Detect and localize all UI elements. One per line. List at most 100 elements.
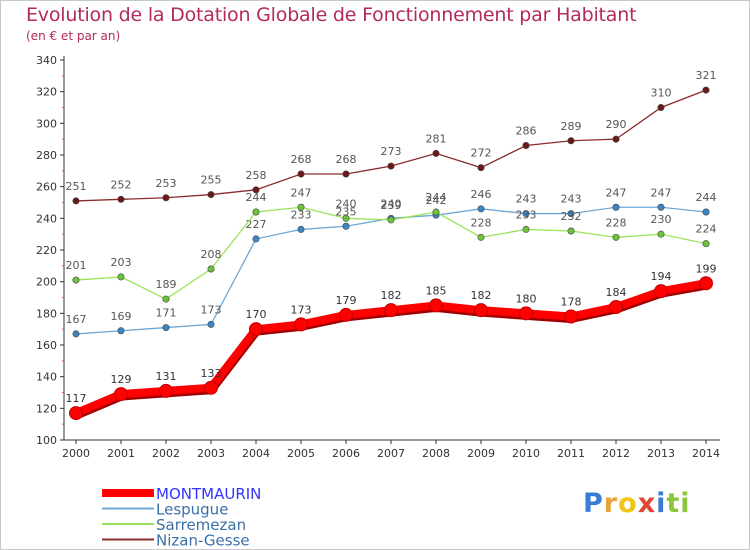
data-point [477,164,485,172]
proxiti-logo: Proxiti [583,488,691,519]
x-tick-label: 2011 [557,447,585,460]
data-label: 233 [291,208,312,221]
data-label: 321 [696,69,717,82]
data-point [654,284,668,299]
data-point [117,195,125,203]
data-label: 235 [336,205,357,218]
data-label: 247 [651,186,672,199]
data-label: 244 [696,191,717,204]
data-point [207,191,215,199]
data-point [522,225,530,233]
data-label: 182 [471,289,492,302]
logo-letter: i [656,488,667,519]
data-point [702,86,710,94]
data-label: 258 [246,169,267,182]
data-label: 240 [336,197,357,210]
legend-item: Lespugue [102,501,228,519]
data-point [162,295,170,303]
data-point [162,324,170,332]
y-tick-label: 200 [36,276,57,289]
legend-label: Sarremezan [156,516,246,534]
data-label: 228 [471,216,492,229]
series-nizan-gesse: 251 252 253 255 258 268 268 273 281 272 286 289 290 3… [66,69,717,205]
data-label: 201 [66,259,87,272]
data-label: 117 [66,392,87,405]
data-point [477,205,485,213]
data-point [72,276,80,284]
data-label: 286 [516,125,537,138]
data-label: 129 [111,373,132,386]
chart-title: Evolution de la Dotation Globale de Fonc… [26,4,637,26]
data-point [342,222,350,230]
data-label: 133 [201,367,222,380]
data-label: 227 [246,218,267,231]
data-label: 233 [516,208,537,221]
data-point [342,170,350,178]
data-point [567,210,575,218]
x-tick-label: 2010 [512,447,540,460]
y-tick-label: 160 [36,339,57,352]
legend-item: Sarremezan [102,516,246,534]
data-label: 247 [291,186,312,199]
data-point [702,208,710,216]
data-point [387,216,395,224]
data-label: 242 [426,194,447,207]
data-label: 228 [606,216,627,229]
data-point [519,306,533,321]
data-label: 246 [471,188,492,201]
data-point [72,330,80,338]
data-label: 189 [156,278,177,291]
data-label: 244 [246,191,267,204]
data-label: 268 [336,153,357,166]
x-tick-label: 2004 [242,447,270,460]
data-label: 290 [606,118,627,131]
data-point [429,298,443,313]
data-point [207,320,215,328]
data-label: 171 [156,307,177,320]
data-label: 179 [336,294,357,307]
logo-letter: t [666,488,681,519]
legend-label: Nizan-Gesse [156,532,250,550]
data-point [339,307,353,322]
data-label: 230 [651,213,672,226]
x-tick-label: 2008 [422,447,450,460]
data-label: 185 [426,284,447,297]
data-label: 182 [381,289,402,302]
data-point [609,300,623,314]
data-point [162,194,170,202]
data-label: 253 [156,177,177,190]
data-point [522,142,530,150]
data-label: 255 [201,174,222,187]
data-point [612,233,620,241]
data-point [702,240,710,248]
legend-label: Lespugue [156,501,228,519]
data-point [117,273,125,281]
y-tick-label: 260 [36,181,57,194]
data-label: 169 [111,310,132,323]
data-label: 173 [201,303,222,316]
data-point [159,383,173,398]
data-point [612,135,620,143]
data-label: 243 [561,193,582,206]
data-label: 273 [381,145,402,158]
y-tick-label: 280 [36,149,57,162]
logo-letter: x [637,488,657,519]
x-tick-label: 2014 [692,447,720,460]
data-point [474,303,488,318]
data-point [699,276,713,291]
data-point [657,203,665,211]
data-label: 251 [66,180,87,193]
x-tick-label: 2013 [647,447,675,460]
x-tick-label: 2007 [377,447,405,460]
y-tick-label: 180 [36,307,57,320]
data-label: 232 [561,210,582,223]
series-montmaurin: 117 129 131 133 170 173 179 182 185 182 180 178 184 1… [66,262,717,421]
data-point [342,214,350,222]
data-point [252,235,260,243]
